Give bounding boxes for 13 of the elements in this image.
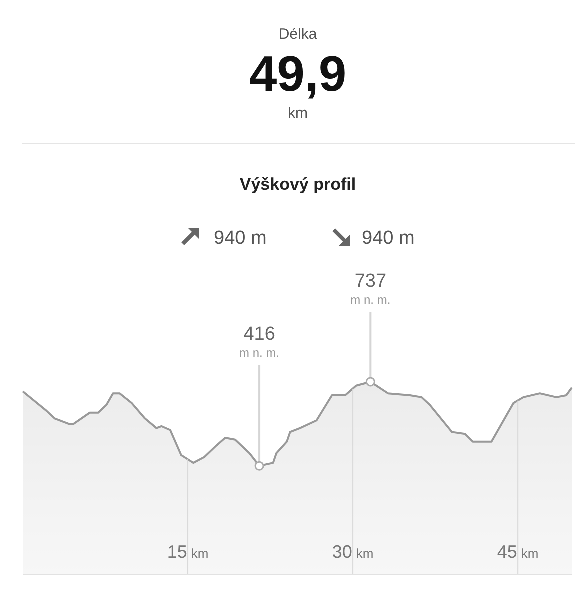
text: km bbox=[288, 105, 308, 122]
text: 737 bbox=[354, 271, 387, 292]
text: 416 bbox=[244, 324, 276, 345]
text: 940 m bbox=[214, 228, 267, 249]
x-tick-label: 45 km bbox=[497, 542, 539, 562]
text: m n. m. bbox=[240, 346, 280, 360]
text: Délka bbox=[278, 26, 318, 43]
text: 49,9 bbox=[249, 46, 347, 102]
text: 940 m bbox=[362, 228, 415, 249]
x-tick-label: 15 km bbox=[167, 542, 209, 562]
chart-title: Výškový profil bbox=[240, 175, 356, 194]
text: m n. m. bbox=[350, 293, 391, 307]
x-tick-label: 30 km bbox=[332, 542, 374, 562]
